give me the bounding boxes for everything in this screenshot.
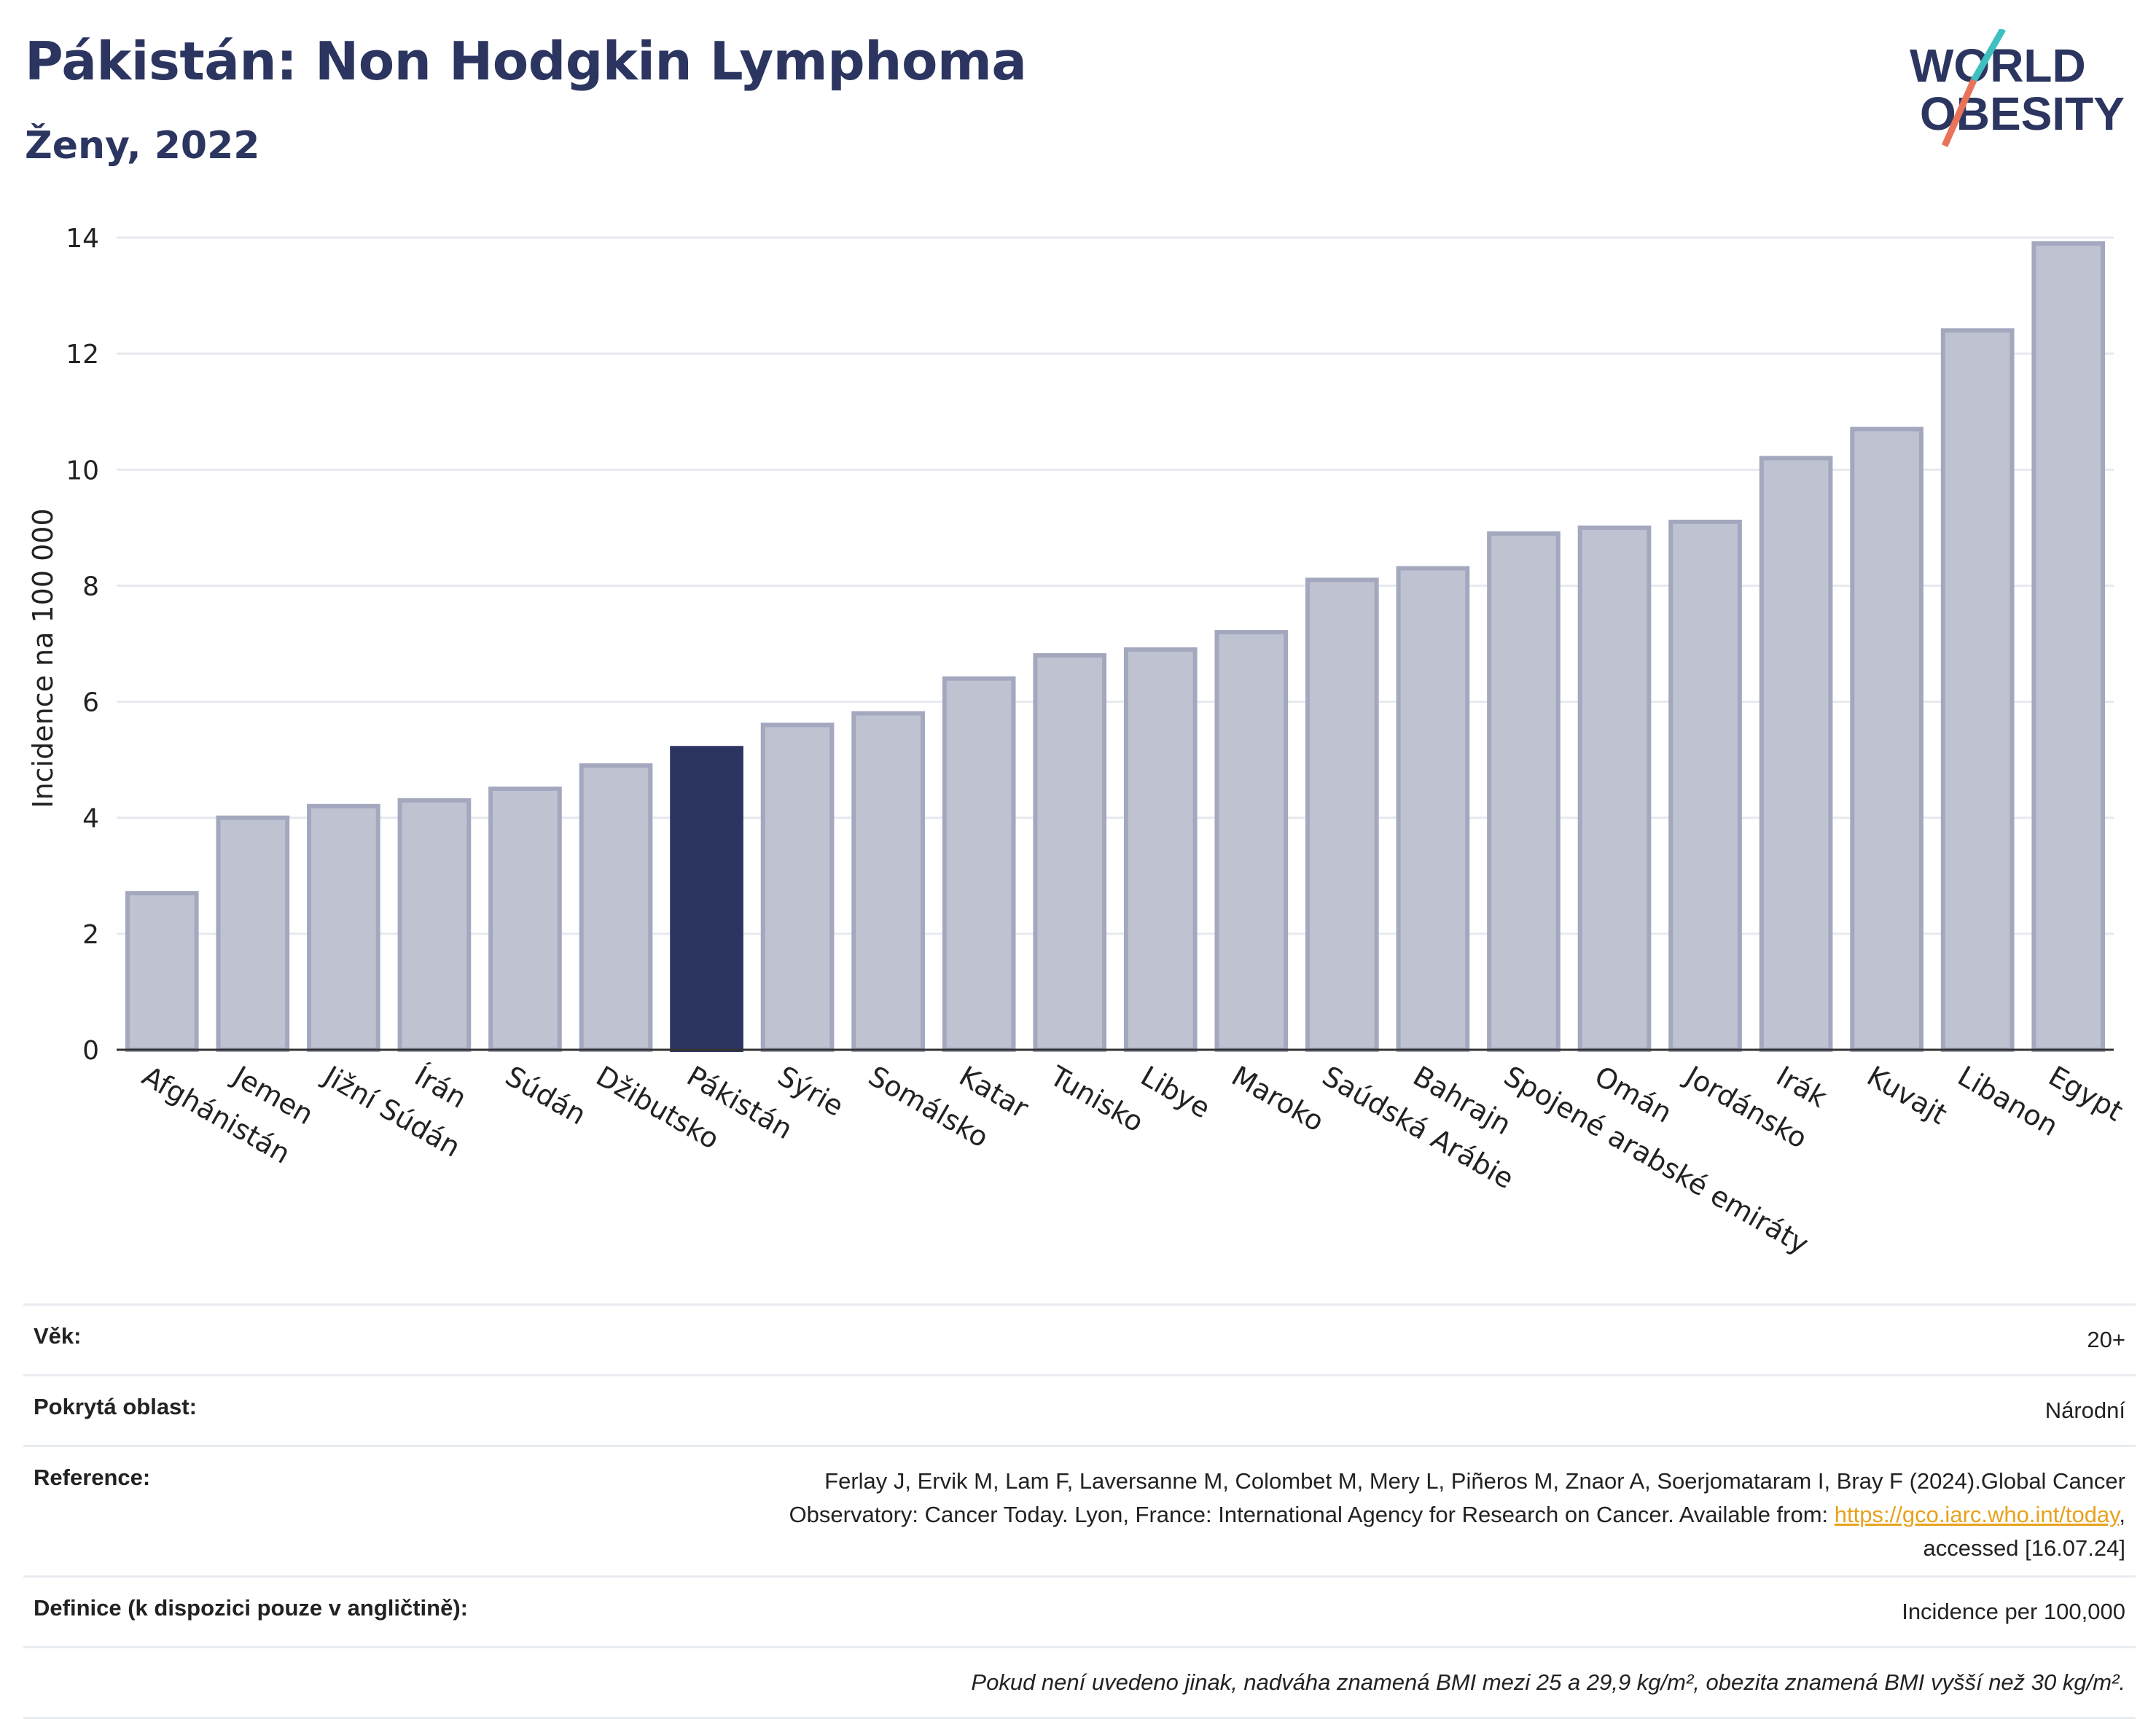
bar-omán [1577, 525, 1652, 1053]
bar-katar [942, 676, 1016, 1052]
bar-libye [1123, 647, 1198, 1052]
bar-írán [397, 798, 472, 1052]
y-tick-label: 2 [82, 920, 99, 950]
logo-slash-teal [1971, 29, 2006, 82]
page-subtitle: Ženy, 2022 [25, 124, 260, 168]
bar-jordánsko [1668, 519, 1742, 1052]
y-axis-label: Incidence na 100 000 [27, 508, 59, 808]
bar-jemen [216, 815, 290, 1052]
x-tick-label: Kuvajt [1862, 1060, 1952, 1131]
bar-irák [1759, 456, 1833, 1053]
reference-label: Reference: [34, 1465, 151, 1490]
area-label: Pokrytá oblast: [34, 1394, 197, 1419]
logo-text-world: WORLD [1910, 39, 2086, 92]
y-tick-label: 6 [82, 688, 99, 718]
bmi-note: Pokud není uvedeno jinak, nadváha znamen… [971, 1669, 2125, 1695]
reference-text-line1: Ferlay J, Ervik M, Lam F, Laversanne M, … [824, 1468, 2125, 1494]
x-tick-label: Súdán [500, 1060, 592, 1131]
x-tick-label: Maroko [1226, 1060, 1329, 1138]
bars [125, 241, 2106, 1053]
info-row-note: Pokud není uvedeno jinak, nadváha znamen… [23, 1646, 2136, 1719]
reference-link[interactable]: https://gco.iarc.who.int/today [1834, 1502, 2120, 1527]
bar-saúdská-arábie [1305, 577, 1379, 1052]
x-tick-label: Tunisko [1044, 1059, 1149, 1139]
info-table: Věk: 20+ Pokrytá oblast: Národní Referen… [23, 1303, 2136, 1719]
bar-sýrie [760, 722, 835, 1053]
bar-kuvajt [1850, 426, 1923, 1053]
bar-súdán [488, 786, 562, 1053]
y-axis-ticks: 0 2 4 6 8 10 12 14 [66, 224, 99, 1066]
bar-jižní-súdán [307, 803, 380, 1052]
x-tick-label: Irák [1771, 1060, 1832, 1114]
info-row-age: Věk: 20+ [23, 1303, 2136, 1374]
bar-spojené-arabské-emiráty [1487, 531, 1561, 1053]
bar-tunisko [1033, 652, 1107, 1052]
definition-label: Definice (k dispozici pouze v angličtině… [34, 1595, 468, 1621]
bar-maroko [1214, 630, 1289, 1052]
page-title: Pákistán: Non Hodgkin Lymphoma [25, 31, 1027, 92]
bar-afghánistán [125, 891, 199, 1053]
y-tick-label: 4 [82, 804, 99, 834]
bar-egypt [2031, 241, 2106, 1052]
area-value: Národní [2044, 1398, 2125, 1423]
y-tick-label: 14 [66, 224, 99, 254]
info-row-definition: Definice (k dispozici pouze v angličtině… [23, 1575, 2136, 1646]
bar-somálsko [851, 711, 925, 1052]
reference-text-line3: accessed [16.07.24] [1923, 1535, 2125, 1561]
reference-text-line2: Observatory: Cancer Today. Lyon, France:… [789, 1502, 1835, 1527]
world-obesity-logo: WORLD OBESITY [1910, 29, 2125, 147]
bar-bahrajn [1396, 566, 1470, 1052]
y-tick-label: 12 [66, 340, 99, 370]
info-row-reference: Reference: Ferlay J, Ervik M, Lam F, Lav… [23, 1445, 2136, 1575]
x-tick-label: Libye [1136, 1060, 1216, 1125]
info-row-area: Pokrytá oblast: Národní [23, 1374, 2136, 1445]
age-value: 20+ [2087, 1327, 2125, 1352]
x-tick-label: Libanon [1953, 1060, 2063, 1142]
logo-slash-red [1941, 79, 1977, 147]
x-tick-label: Írán [409, 1060, 472, 1115]
definition-value: Incidence per 100,000 [1902, 1599, 2125, 1624]
bar-džibutsko [579, 763, 653, 1052]
y-tick-label: 10 [66, 456, 99, 486]
y-tick-label: 8 [82, 572, 99, 601]
age-label: Věk: [34, 1323, 82, 1349]
y-tick-label: 0 [82, 1036, 99, 1066]
bar-pákistán [670, 746, 743, 1052]
reference-value: Ferlay J, Ervik M, Lam F, Laversanne M, … [789, 1468, 2125, 1561]
bar-libanon [1940, 328, 2015, 1053]
